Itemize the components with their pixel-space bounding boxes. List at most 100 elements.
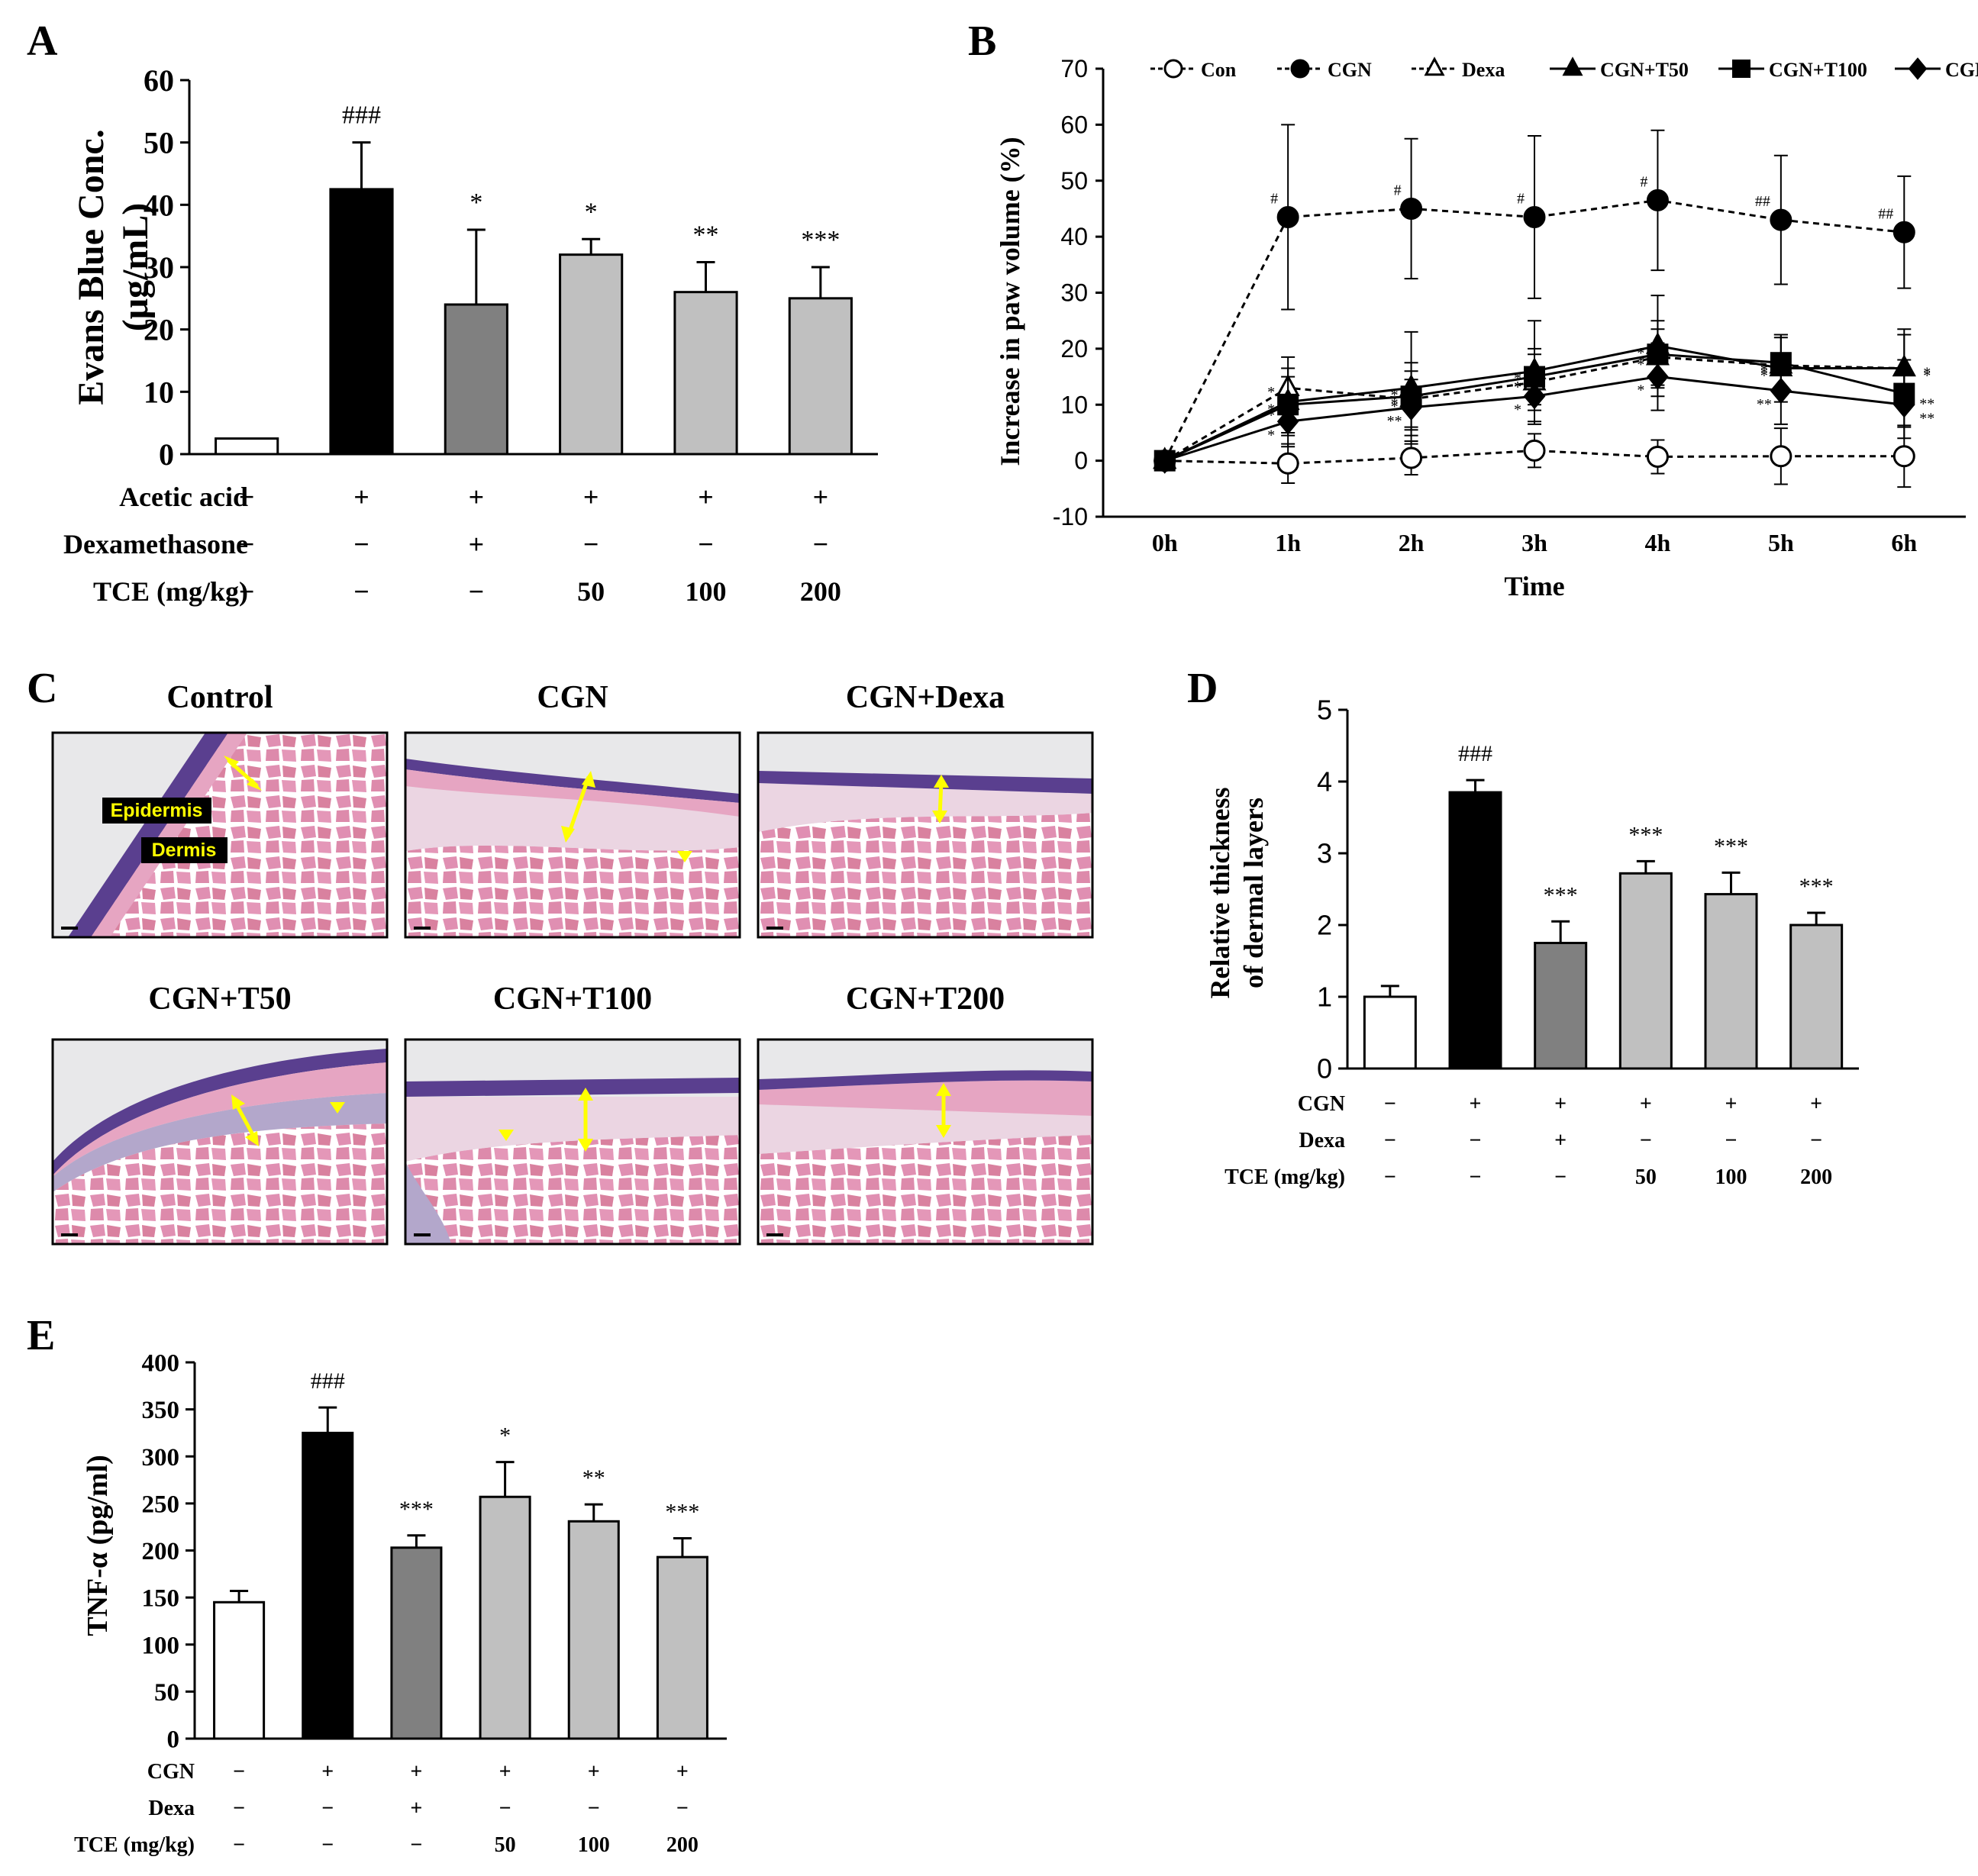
y-tick-label: 60 <box>144 63 174 98</box>
treatment-value: − <box>233 1797 245 1820</box>
legend-label: CGN+T50 <box>1600 59 1689 81</box>
point-marker <box>1400 394 1422 421</box>
panel-a-chart: Evans Blue Conc. (μg/mL) 0 10 20 30 40 50 60 − −… <box>63 63 878 607</box>
bar <box>213 1600 266 1740</box>
treatment-value: − <box>1470 1129 1482 1152</box>
panel-label-e: E <box>27 1312 55 1359</box>
treatment-value: − <box>410 1833 422 1857</box>
treatment-value: 100 <box>1715 1165 1747 1189</box>
y-tick-label: -10 <box>1053 503 1088 530</box>
treatment-row-label: Acetic acid <box>119 482 248 512</box>
bar <box>329 188 394 456</box>
significance-label: * <box>1267 427 1275 443</box>
x-tick-label: 2h <box>1399 529 1425 556</box>
significance-label: * <box>1637 382 1644 399</box>
bar <box>567 1520 620 1740</box>
treatment-row-label: Dexa <box>1299 1129 1345 1152</box>
treatment-value: 200 <box>666 1833 699 1857</box>
panel-d-chart: Relative thickness of dermal layers 0 1 2 3… <box>1205 695 1859 1189</box>
y-tick-label: 20 <box>144 313 174 347</box>
panel-label-b: B <box>968 18 996 65</box>
treatment-value: 50 <box>1635 1165 1657 1189</box>
treatment-value: − <box>353 576 369 607</box>
point-marker <box>1892 445 1915 468</box>
treatment-value: − <box>233 1833 245 1857</box>
treatment-value: + <box>1554 1129 1567 1152</box>
treatment-value: − <box>1384 1092 1396 1116</box>
treatment-value: + <box>410 1760 422 1784</box>
x-tick-label: 5h <box>1768 529 1794 556</box>
panel-a-ylabel-line1: Evans Blue Conc. <box>71 129 111 405</box>
treatment-value: − <box>321 1797 334 1820</box>
panel-b-ylabel: Increase in paw volume (%) <box>995 137 1025 466</box>
treatment-value: + <box>353 482 369 512</box>
bar <box>1448 791 1502 1070</box>
treatment-value: − <box>239 482 255 512</box>
significance-label: * <box>1923 368 1931 385</box>
significance-label: ** <box>1387 413 1402 430</box>
treatment-value: − <box>1554 1165 1567 1189</box>
panel-b-xlabel: Time <box>1504 571 1564 601</box>
point-marker <box>1523 383 1546 410</box>
significance-label: * <box>1391 387 1399 404</box>
significance-label: # <box>1394 182 1402 198</box>
significance-label: *** <box>1628 822 1663 847</box>
treatment-value: + <box>1640 1092 1652 1116</box>
panel-b-chart: Increase in paw volume (%) Time -10 0 10 20… <box>995 55 1978 601</box>
treatment-value: + <box>1725 1092 1738 1116</box>
significance-label: *** <box>1714 833 1748 859</box>
bar <box>390 1546 443 1740</box>
significance-label: * <box>1923 365 1931 382</box>
significance-label: ## <box>1878 205 1893 222</box>
y-tick-label: 30 <box>144 250 174 285</box>
legend-label: Dexa <box>1462 59 1505 81</box>
treatment-value: − <box>1640 1129 1652 1152</box>
significance-label: ** <box>1919 410 1934 427</box>
point-marker <box>1892 392 1915 418</box>
treatment-value: − <box>239 576 255 607</box>
point-marker <box>1770 445 1792 468</box>
treatment-value: + <box>469 482 485 512</box>
significance-label: * <box>1637 353 1644 370</box>
treatment-value: − <box>1725 1129 1738 1152</box>
histology-title-cgn: CGN <box>537 680 608 715</box>
significance-label: * <box>1267 401 1275 418</box>
x-tick-label: 6h <box>1891 529 1917 556</box>
treatment-value: − <box>1384 1165 1396 1189</box>
thickness-arrow <box>499 1088 593 1152</box>
significance-label: * <box>1514 401 1521 418</box>
panel-label-c: C <box>27 665 57 712</box>
significance-label: *** <box>399 1497 434 1522</box>
y-tick-label: 0 <box>159 437 174 472</box>
point-marker <box>1400 446 1423 469</box>
treatment-value: + <box>1554 1092 1567 1116</box>
significance-label: ** <box>582 1465 605 1491</box>
y-tick-label: 2 <box>1317 910 1332 941</box>
y-tick-label: 10 <box>1060 391 1088 418</box>
histology-panel-cgn-t50: CGN+T50 <box>51 982 389 1246</box>
treatment-value: + <box>1470 1092 1482 1116</box>
significance-label: * <box>1267 384 1275 401</box>
bar <box>788 297 853 456</box>
treatment-value: + <box>813 482 829 512</box>
treatment-value: + <box>588 1760 600 1784</box>
bar <box>1534 942 1588 1070</box>
point-marker <box>1154 447 1176 474</box>
significance-label: * <box>585 198 598 226</box>
treatment-row-label: CGN <box>147 1760 195 1784</box>
y-tick-label: 4 <box>1317 766 1332 798</box>
legend-label: CGN <box>1328 59 1372 81</box>
y-tick-label: 50 <box>1060 167 1088 195</box>
treatment-value: + <box>321 1760 334 1784</box>
histology-panel-cgn-t100: CGN+T100 <box>404 982 741 1246</box>
bar <box>302 1431 354 1740</box>
y-tick-label: 10 <box>144 375 174 409</box>
bar <box>215 437 279 456</box>
treatment-value: + <box>1810 1092 1822 1116</box>
thickness-arrow <box>932 775 949 824</box>
histology-panel-cgn-t200: CGN+T200 <box>757 982 1094 1246</box>
point-marker <box>1276 205 1299 228</box>
y-tick-label: 50 <box>144 126 174 160</box>
point-marker <box>1562 56 1583 76</box>
